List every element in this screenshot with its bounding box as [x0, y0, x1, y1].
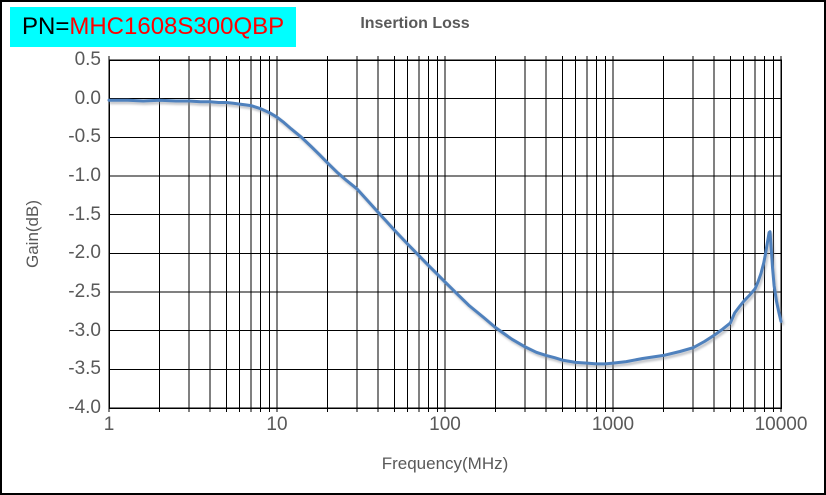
- y-tick-label: -2.0: [68, 242, 101, 264]
- y-tick-label: -3.0: [68, 319, 101, 341]
- x-tick-label: 1: [103, 414, 115, 435]
- y-tick-label: -1.0: [68, 165, 101, 186]
- y-tick-label: -3.5: [68, 358, 101, 380]
- x-tick-label: 100: [429, 414, 461, 435]
- y-tick-label: -0.5: [68, 126, 101, 148]
- x-tick-label: 10: [266, 414, 288, 435]
- x-tick-label: 10000: [754, 414, 808, 435]
- pn-value-label: MHC1608S300QBP: [69, 13, 285, 40]
- y-tick-label: -4.0: [68, 397, 101, 418]
- x-axis-title: Frequency(MHz): [381, 454, 509, 473]
- pn-prefix-label: PN=: [22, 13, 70, 40]
- y-tick-label: 0.5: [74, 49, 101, 70]
- y-tick-label: 0.0: [74, 87, 101, 109]
- y-tick-label: -2.5: [68, 281, 101, 302]
- chart-title: Insertion Loss: [360, 15, 470, 32]
- y-tick-label: -1.5: [68, 203, 101, 225]
- x-tick-label: 1000: [591, 414, 635, 435]
- y-axis-title: Gain(dB): [23, 199, 42, 269]
- part-number-badge: PN= MHC1608S300QBP: [10, 7, 297, 47]
